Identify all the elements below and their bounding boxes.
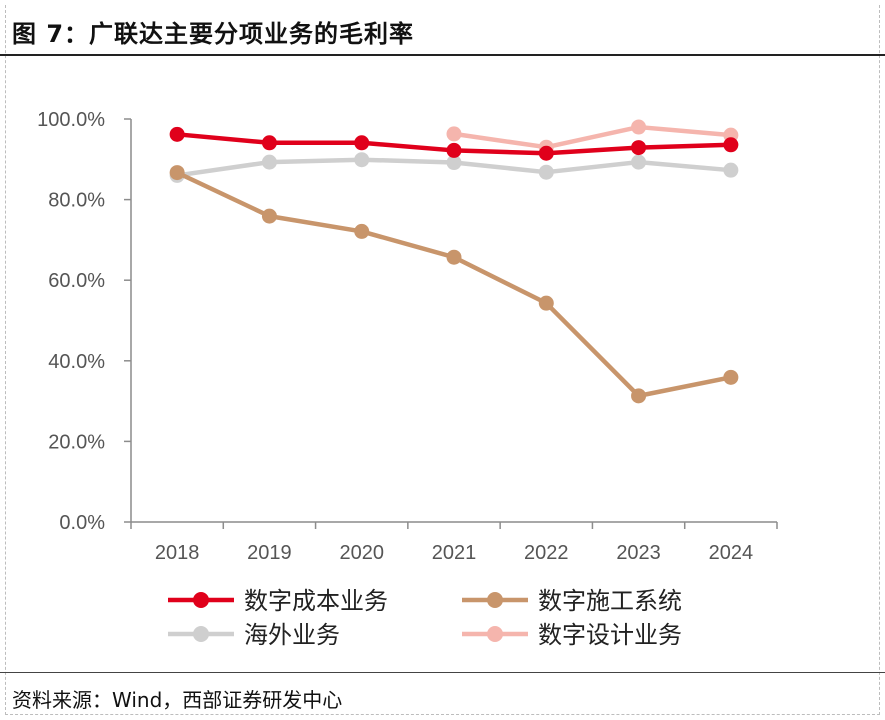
legend-swatch-marker [487,592,503,608]
data-point [631,119,647,135]
data-point [354,223,370,239]
x-tick-label: 2020 [339,542,384,564]
title-bar: 图 7：广联达主要分项业务的毛利率 [0,0,885,56]
data-point [723,369,739,385]
series-0 [169,126,739,161]
series-1 [169,165,739,404]
x-tick-label: 2022 [524,542,569,564]
data-point [169,126,185,142]
legend-swatch-marker [193,626,209,642]
series-3 [446,119,739,155]
figure-title: 图 7：广联达主要分项业务的毛利率 [12,20,415,48]
data-point [446,142,462,158]
x-tick-label: 2021 [432,542,477,564]
data-point [354,135,370,151]
legend-label: 数字成本业务 [244,587,388,615]
source-divider [0,672,885,673]
y-tick-label: 0.0% [59,512,105,534]
y-tick-label: 40.0% [48,351,105,373]
data-point [631,388,647,404]
source-note: 资料来源：Wind，西部证券研发中心 [12,688,343,712]
legend-item: 数字成本业务 [168,587,388,615]
chart-axes: 0.0% 20.0% 40.0% 60.0% 80.0% 100.0% 2018 2019 20… [37,109,778,564]
y-tick-label: 100.0% [37,109,105,131]
data-point [261,208,277,224]
legend-label: 海外业务 [244,621,340,649]
x-tick-label: 2023 [616,542,661,564]
data-point [723,137,739,153]
data-point [261,154,277,170]
data-point [631,154,647,170]
data-point [631,140,647,156]
data-point [538,164,554,180]
legend-label: 数字施工系统 [538,587,682,615]
data-point [169,165,185,181]
legend-item: 海外业务 [168,621,340,649]
data-point [446,126,462,142]
legend-swatch-marker [193,592,209,608]
data-point [538,295,554,311]
data-point [354,152,370,168]
legend-swatch-marker [487,626,503,642]
x-tick-label: 2024 [709,542,754,564]
legend-item: 数字设计业务 [462,621,682,649]
data-point [261,135,277,151]
x-tick-label: 2018 [155,542,200,564]
legend-item: 数字施工系统 [462,587,682,615]
chart-series [169,119,739,404]
data-point [538,145,554,161]
series-line [451,124,734,150]
y-tick-label: 80.0% [48,190,105,212]
data-point [723,162,739,178]
series-line [174,170,734,399]
legend-label: 数字设计业务 [538,621,682,649]
figure-frame [5,5,880,715]
data-point [446,155,462,171]
x-tick-label: 2019 [247,542,292,564]
y-tick-label: 60.0% [48,270,105,292]
y-tick-label: 20.0% [48,431,105,453]
data-point [446,249,462,265]
